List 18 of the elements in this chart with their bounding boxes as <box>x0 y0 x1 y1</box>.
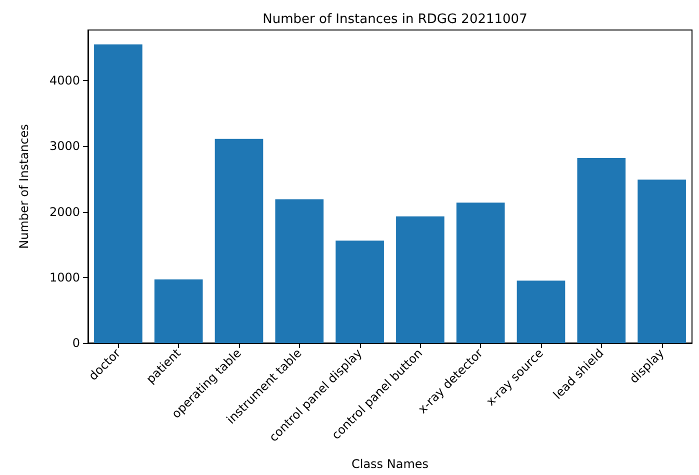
y-tick-label: 4000 <box>49 74 80 88</box>
y-tick-label: 0 <box>72 336 80 350</box>
bar <box>396 216 444 343</box>
y-axis-title: Number of Instances <box>17 124 31 249</box>
y-tick-label: 2000 <box>49 204 80 219</box>
bar <box>336 240 384 343</box>
x-axis-title: Class Names <box>351 457 429 471</box>
bar <box>94 44 142 343</box>
bar <box>456 202 505 343</box>
bar <box>275 199 324 343</box>
chart-title: Number of Instances in RDGG 20211007 <box>262 12 528 27</box>
y-tick-label: 3000 <box>49 139 80 154</box>
bar <box>577 158 626 343</box>
bar <box>214 138 264 343</box>
bar <box>516 280 566 343</box>
bar <box>154 279 203 343</box>
bar <box>638 180 686 343</box>
y-tick-label: 1000 <box>49 270 80 284</box>
